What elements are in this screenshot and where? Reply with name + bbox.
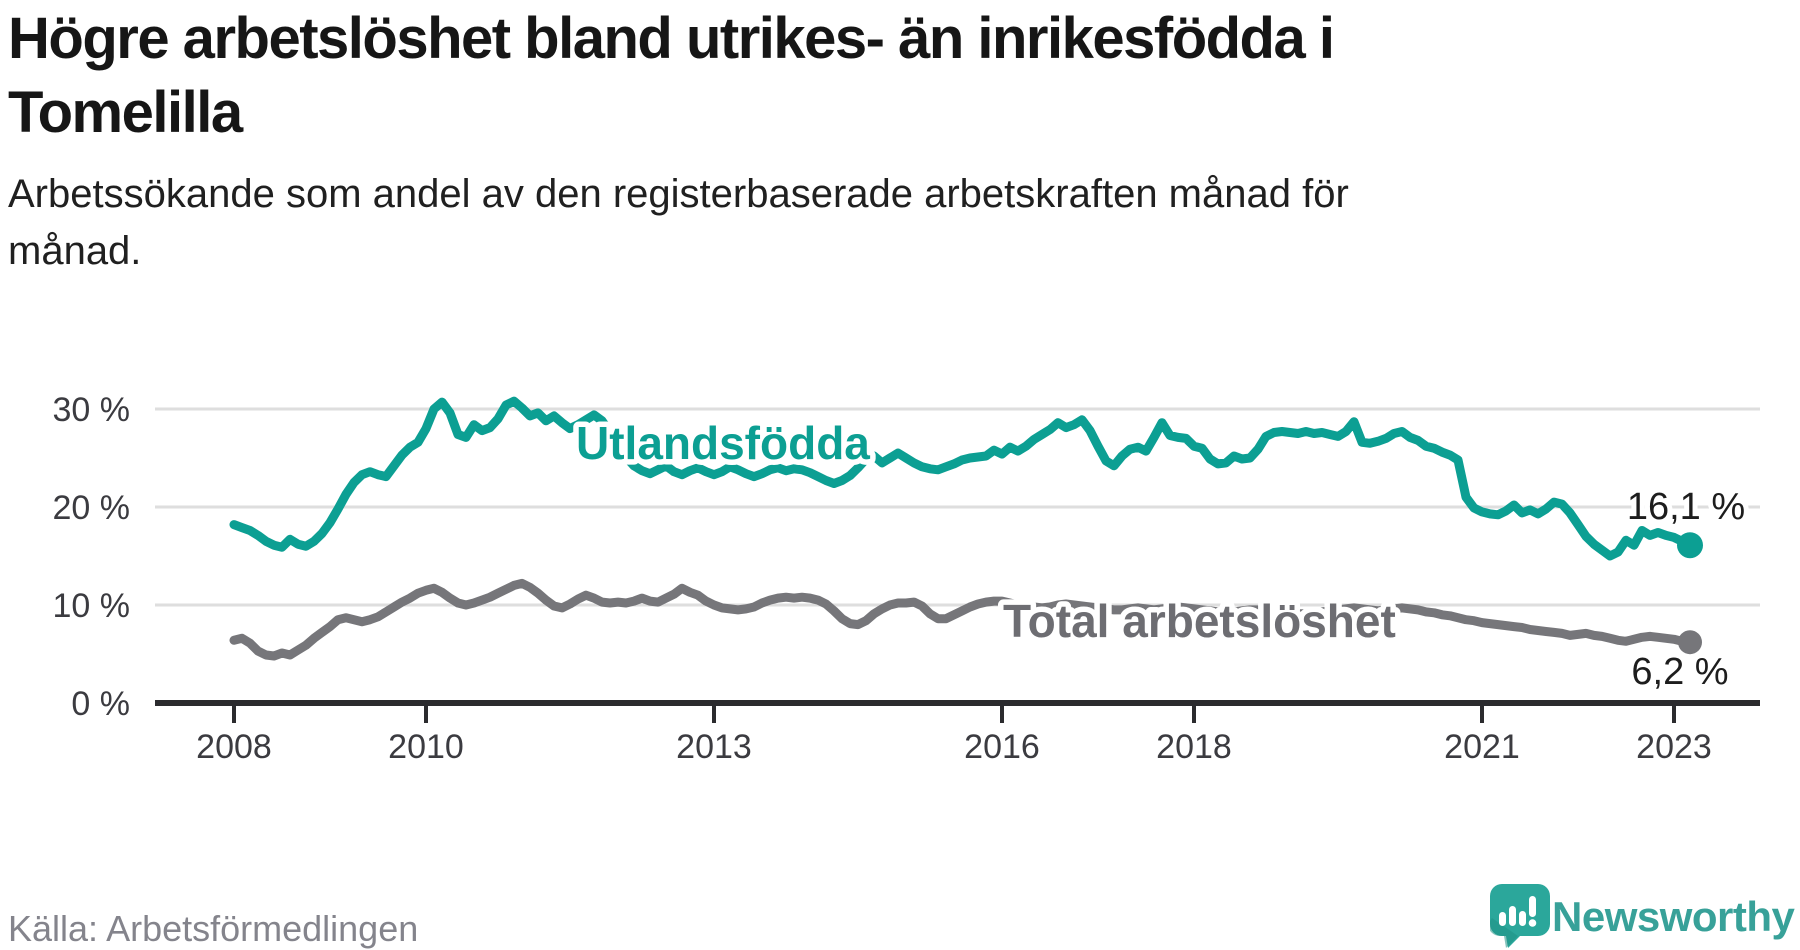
y-tick-label-30: 30 %: [53, 391, 131, 429]
logo-bars: [1499, 896, 1537, 927]
x-tick-label-2021: 2021: [1444, 728, 1520, 766]
chart-subtitle: Arbetssökande som andel av den registerb…: [8, 166, 1349, 280]
x-tick-label-2018: 2018: [1156, 728, 1232, 766]
newsworthy-wordmark: Newsworthy: [1552, 893, 1795, 940]
x-tick-label-2008: 2008: [196, 728, 272, 766]
x-tick-label-2010: 2010: [388, 728, 464, 766]
y-tick-label-10: 10 %: [53, 587, 131, 625]
chart-subtitle-line-2: månad.: [8, 229, 142, 273]
y-tick-label-0: 0 %: [71, 685, 130, 723]
end-dot-utlandsfodda: [1677, 532, 1703, 559]
x-tick-label-2016: 2016: [964, 728, 1040, 766]
y-axis-labels: 30 % 20 % 10 % 0 %: [53, 391, 131, 723]
x-tick-label-2013: 2013: [676, 728, 752, 766]
end-value-label-utlandsfodda: 16,1 %: [1627, 486, 1745, 528]
newsworthy-logo-icon: [1490, 884, 1550, 948]
page-title-line-2: Tomelilla: [8, 80, 243, 145]
gridlines: [155, 407, 1760, 607]
series-line-total: [229, 578, 1695, 661]
page-title: Högre arbetslöshet bland utrikes- än inr…: [8, 2, 1335, 150]
x-tick-label-2023: 2023: [1636, 728, 1712, 766]
chart-subtitle-line-1: Arbetssökande som andel av den registerb…: [8, 172, 1349, 216]
series-label-utlandsfodda: Utlandsfödda: [576, 417, 870, 469]
end-value-label-total: 6,2 %: [1631, 651, 1728, 693]
series-line-utlandsfodda: [229, 396, 1695, 561]
page-title-line-1: Högre arbetslöshet bland utrikes- än inr…: [8, 6, 1335, 71]
y-tick-label-20: 20 %: [53, 489, 131, 527]
x-axis-ticks: 2008 2010 2013 2016 2018 2021 2023: [196, 703, 1712, 766]
source-note: Källa: Arbetsförmedlingen: [8, 908, 419, 949]
series-label-total-arbetsloshet: Total arbetslöshet: [1003, 595, 1396, 647]
end-dot-total: [1678, 630, 1702, 655]
logo-bubble-shadow: [1490, 918, 1518, 948]
